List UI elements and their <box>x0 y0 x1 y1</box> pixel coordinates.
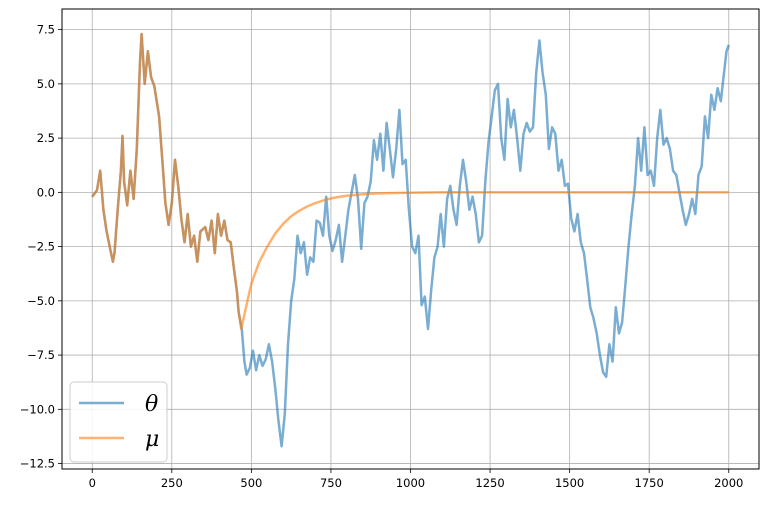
y-tick-label: 0.0 <box>37 185 55 199</box>
x-tick-label: 1750 <box>635 476 664 490</box>
legend-label-mu: μ <box>145 427 159 452</box>
x-tick-label: 2000 <box>714 476 743 490</box>
legend: θ μ <box>69 381 168 463</box>
x-tick-label: 250 <box>161 476 183 490</box>
y-tick-label: −10.0 <box>20 402 55 416</box>
y-tick-label: −5.0 <box>27 294 55 308</box>
y-axis-ticks: −12.5 −10.0 −7.5 −5.0 −2.5 0.0 2.5 5.0 7.5 <box>20 23 62 471</box>
y-tick-label: 5.0 <box>37 77 55 91</box>
y-tick-label: −12.5 <box>20 457 55 471</box>
y-tick-label: 7.5 <box>37 23 55 37</box>
x-tick-label: 1000 <box>396 476 425 490</box>
x-tick-label: 0 <box>89 476 96 490</box>
x-tick-label: 750 <box>320 476 342 490</box>
series-layer <box>91 32 730 448</box>
y-tick-label: 2.5 <box>37 131 55 145</box>
x-tick-label: 1500 <box>555 476 584 490</box>
series-line-mu <box>91 32 729 331</box>
x-axis-ticks: 0 250 500 750 1000 1250 1500 1750 2000 <box>89 469 743 490</box>
legend-label-theta: θ <box>145 392 158 417</box>
y-tick-label: −7.5 <box>27 348 55 362</box>
x-tick-label: 500 <box>240 476 262 490</box>
x-tick-label: 1250 <box>475 476 504 490</box>
y-tick-label: −2.5 <box>27 240 55 254</box>
